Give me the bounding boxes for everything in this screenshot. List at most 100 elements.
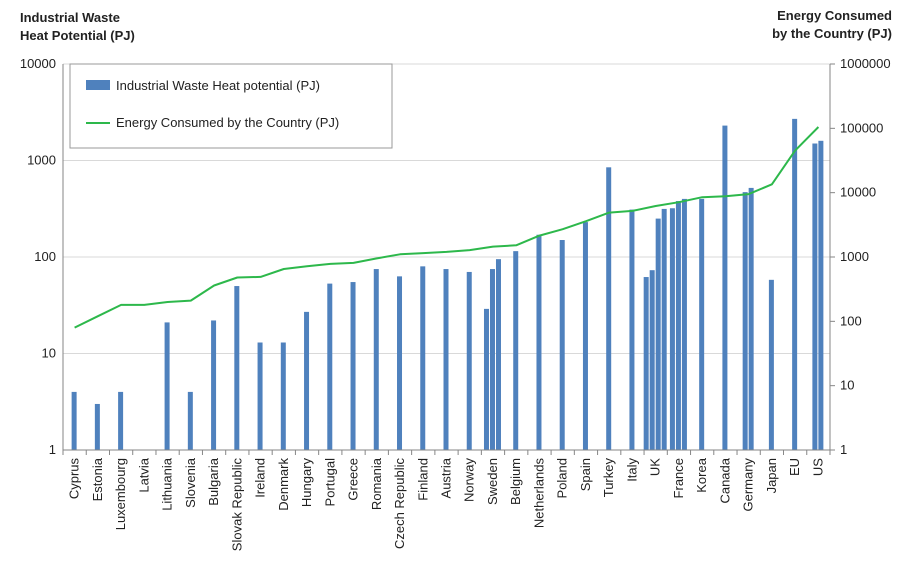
category-label: Denmark (276, 458, 291, 511)
bar (606, 167, 612, 450)
right-tick-label: 100000 (840, 120, 883, 135)
category-label: Romania (369, 457, 384, 510)
bar (483, 308, 489, 450)
bar (649, 270, 655, 450)
legend-line-label: Energy Consumed by the Country (PJ) (116, 115, 339, 130)
left-tick-label: 100 (34, 249, 56, 264)
left-axis-title-line1: Industrial Waste (20, 10, 120, 25)
category-label: Czech Republic (392, 457, 407, 549)
bar (350, 282, 356, 450)
bar (669, 208, 675, 450)
category-label: Japan (764, 458, 779, 493)
right-tick-label: 10000 (840, 185, 876, 200)
bar (818, 140, 824, 450)
bar (513, 251, 519, 450)
bar (489, 269, 495, 450)
category-label: Luxembourg (113, 458, 128, 530)
left-tick-labels: 1 10 100 1000 10000 (20, 56, 56, 457)
bar (118, 391, 124, 450)
bar (466, 271, 472, 450)
bar (629, 209, 635, 450)
category-label: France (671, 458, 686, 498)
category-label: Norway (462, 457, 477, 502)
bar (280, 342, 286, 450)
legend-box (69, 63, 393, 149)
bar (675, 201, 681, 450)
bar (655, 218, 661, 450)
bar (94, 403, 100, 450)
bar (495, 259, 501, 450)
bar (768, 279, 774, 450)
right-tick-label: 1000000 (840, 56, 891, 71)
bar (397, 276, 403, 450)
right-tick-labels: 1 10 100 1000 10000 100000 1000000 (840, 56, 891, 457)
bar (643, 277, 649, 450)
bar (661, 208, 667, 450)
right-tick-label: 1000 (840, 249, 869, 264)
legend-bar-label: Industrial Waste Heat potential (PJ) (116, 78, 320, 93)
category-label: Germany (741, 458, 756, 512)
bar (257, 342, 263, 450)
left-tick-label: 10 (42, 346, 56, 361)
bar (812, 143, 818, 450)
category-label: Turkey (601, 458, 616, 498)
category-label: Slovenia (183, 457, 198, 508)
category-label: Greece (346, 458, 361, 501)
category-label: Sweden (485, 458, 500, 505)
bar-series (71, 118, 824, 450)
bar (420, 266, 426, 450)
category-label: Cyprus (67, 457, 82, 499)
category-label: Canada (717, 457, 732, 503)
category-label: EU (787, 458, 802, 476)
category-label: Ireland (253, 458, 268, 498)
bar (211, 320, 217, 450)
category-label: Latvia (136, 457, 151, 492)
category-label: Slovak Republic (229, 457, 244, 551)
left-axis-title-line2: Heat Potential (PJ) (20, 28, 135, 43)
bar (559, 240, 565, 450)
right-tick-label: 1 (840, 442, 847, 457)
left-tick-label: 10000 (20, 56, 56, 71)
bar (792, 118, 798, 450)
right-tick-label: 100 (840, 313, 862, 328)
bar (742, 192, 748, 450)
bar (722, 125, 728, 450)
bar (443, 269, 449, 450)
legend: Industrial Waste Heat potential (PJ) Ene… (69, 63, 393, 149)
bar (164, 322, 170, 450)
bar (327, 283, 333, 450)
left-tick-label: 1 (49, 442, 56, 457)
right-tick-label: 10 (840, 378, 854, 393)
right-axis-title-line2: by the Country (PJ) (772, 26, 892, 41)
category-label: Netherlands (532, 458, 547, 529)
category-label: Korea (694, 457, 709, 492)
category-label: Poland (555, 458, 570, 498)
category-label: Finland (415, 458, 430, 501)
category-label: Bulgaria (206, 457, 221, 505)
category-label: Italy (624, 457, 639, 481)
category-label: Spain (578, 458, 593, 491)
category-label: Hungary (299, 457, 314, 507)
bar (373, 269, 379, 450)
energy-line (74, 126, 820, 329)
category-labels: Cyprus Estonia Luxembourg Latvia Lithuania Sl… (67, 457, 826, 551)
line-series (74, 126, 820, 329)
bar (187, 391, 193, 450)
legend-bar-swatch (86, 80, 110, 90)
bar (748, 187, 754, 450)
bar (536, 234, 542, 450)
category-label: Austria (439, 457, 454, 498)
bar (699, 198, 705, 450)
bar (681, 198, 687, 450)
bar (304, 311, 310, 450)
bar (71, 391, 77, 450)
right-axis-title-line1: Energy Consumed (777, 8, 892, 23)
left-tick-label: 1000 (27, 153, 56, 168)
category-label: UK (648, 458, 663, 476)
bar (234, 286, 240, 450)
category-label: Lithuania (160, 457, 175, 511)
category-label: Estonia (90, 457, 105, 501)
category-label: Belgium (508, 458, 523, 505)
bar (582, 222, 588, 450)
